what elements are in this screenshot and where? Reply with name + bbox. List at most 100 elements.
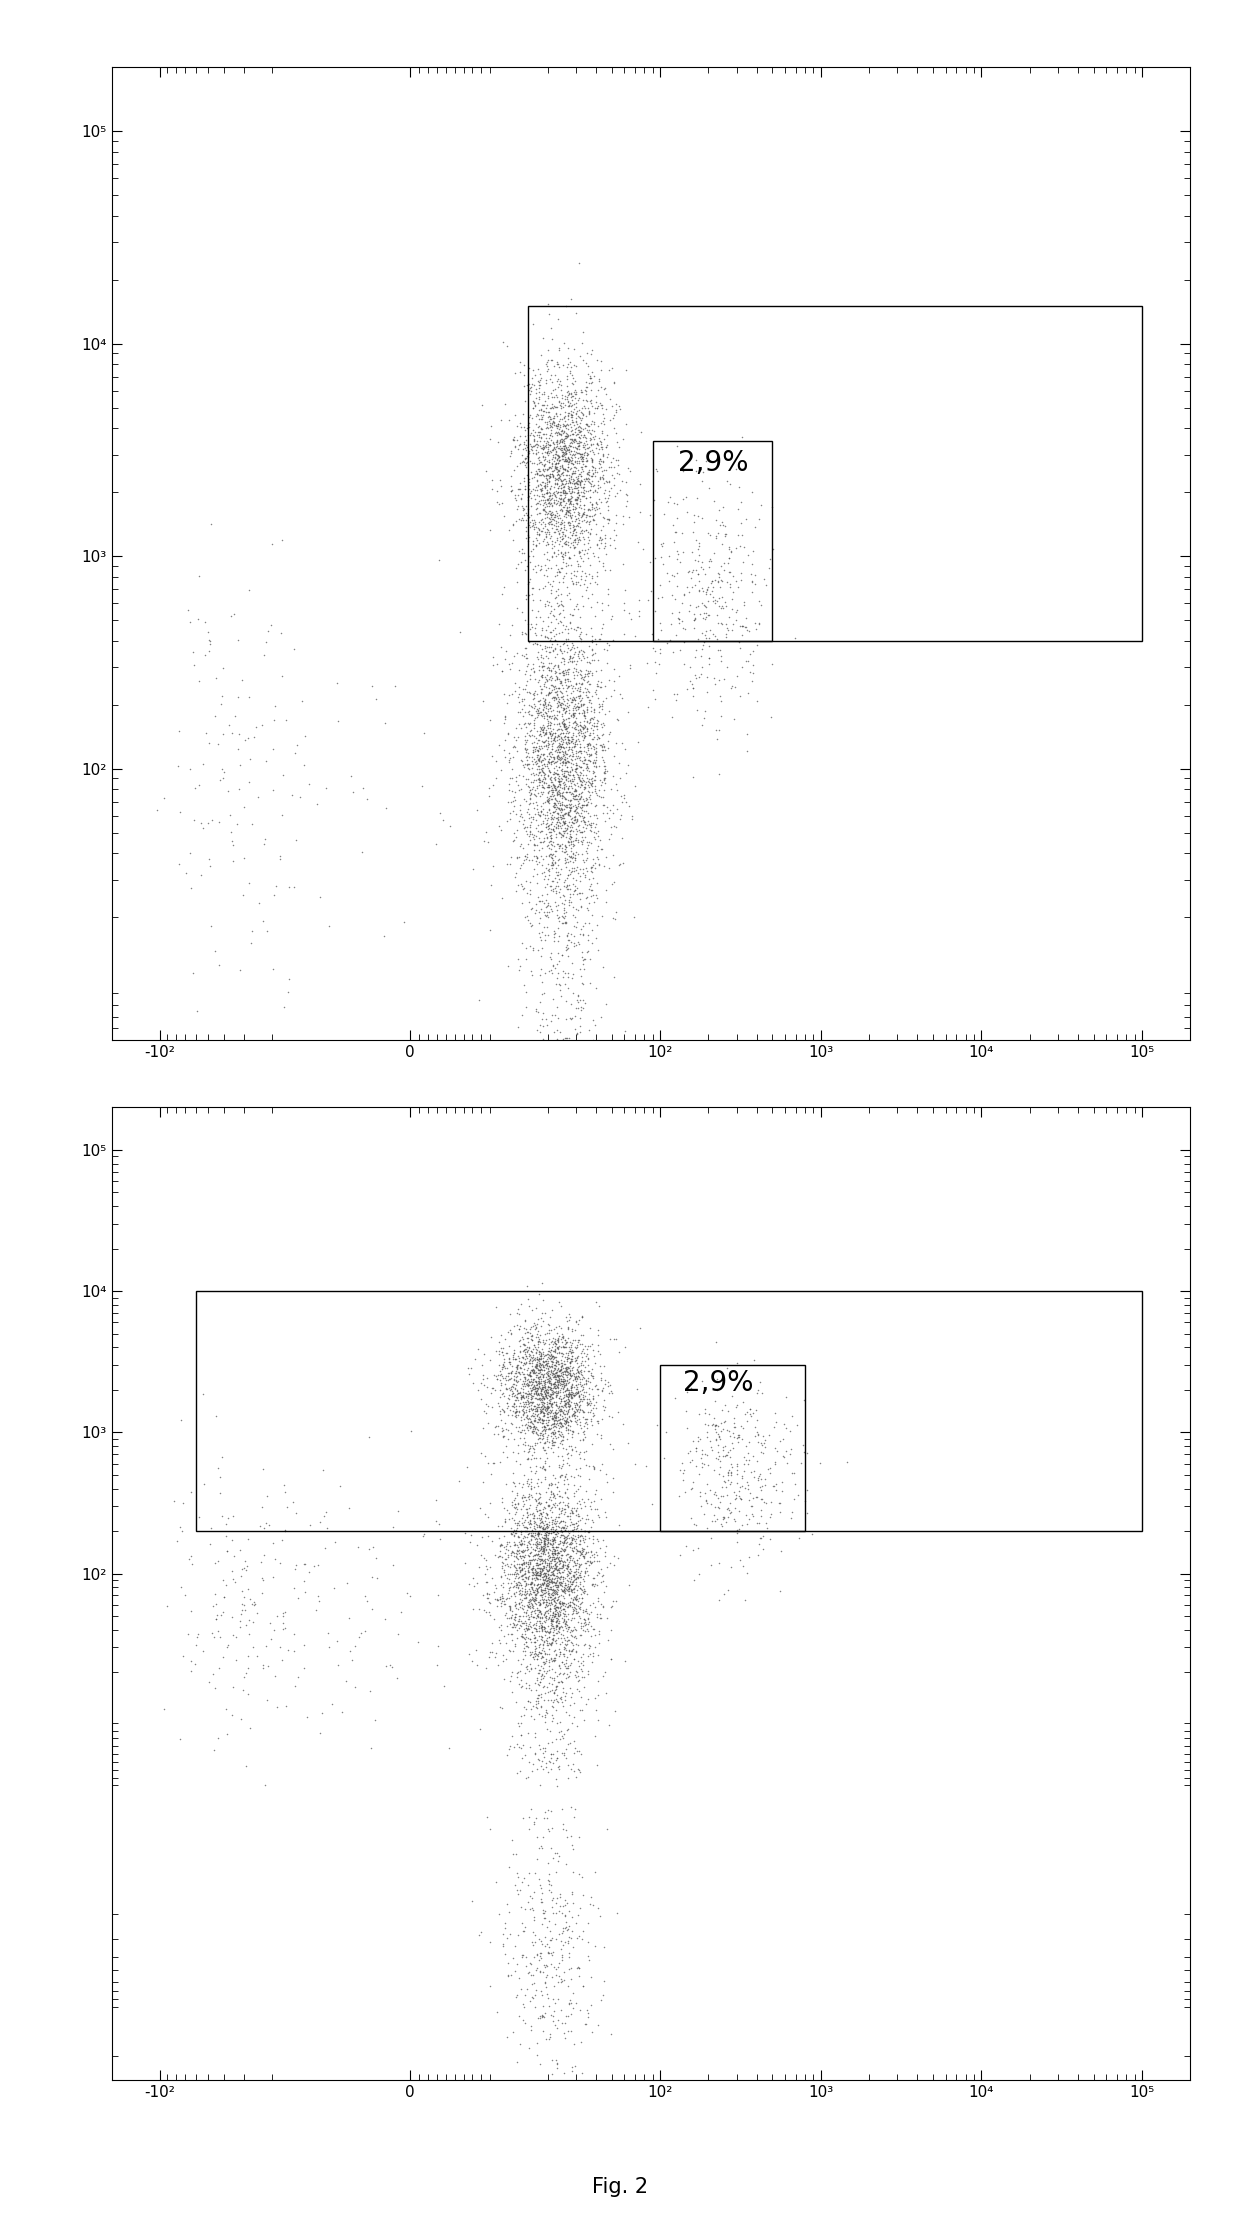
Point: [734, 588, 754, 624]
Point: [541, 805, 560, 841]
Point: [531, 1371, 551, 1407]
Point: [531, 1514, 551, 1550]
Point: [534, 1526, 554, 1561]
Point: [583, 456, 603, 492]
Point: [734, 1438, 754, 1474]
Point: [533, 1398, 553, 1434]
Point: [501, 459, 521, 494]
Point: [538, 1673, 558, 1709]
Point: [534, 1369, 554, 1405]
Point: [543, 1617, 563, 1653]
Point: [559, 1687, 579, 1722]
Point: [516, 430, 536, 465]
Point: [538, 1537, 558, 1573]
Point: [559, 1365, 579, 1400]
Point: [508, 1414, 528, 1450]
Point: [587, 711, 606, 747]
Point: [532, 1698, 552, 1734]
Point: [526, 1367, 546, 1403]
Point: [563, 1989, 583, 2024]
Point: [575, 561, 595, 597]
Point: [538, 1398, 558, 1434]
Point: [528, 427, 548, 463]
Point: [563, 1886, 583, 1922]
Point: [725, 1389, 745, 1425]
Point: [527, 1378, 547, 1414]
Point: [542, 1351, 562, 1387]
Point: [531, 1423, 551, 1459]
Point: [558, 1405, 578, 1441]
Point: [552, 723, 572, 758]
Point: [556, 1523, 575, 1559]
Point: [242, 913, 262, 948]
Point: [564, 998, 584, 1033]
Point: [582, 588, 601, 624]
Point: [213, 716, 233, 752]
Point: [500, 1591, 520, 1626]
Point: [528, 1508, 548, 1544]
Point: [593, 689, 613, 725]
Point: [537, 805, 557, 841]
Point: [574, 1557, 594, 1593]
Point: [575, 843, 595, 879]
Point: [554, 1045, 574, 1080]
Point: [541, 1394, 560, 1429]
Point: [520, 808, 539, 843]
Point: [563, 1521, 583, 1557]
Point: [548, 738, 568, 774]
Point: [548, 445, 568, 481]
Point: [604, 365, 624, 400]
Point: [692, 707, 712, 743]
Point: [532, 1546, 552, 1582]
Point: [552, 438, 572, 474]
Point: [536, 716, 556, 752]
Point: [286, 1497, 306, 1532]
Point: [534, 1519, 554, 1555]
Point: [542, 1599, 562, 1635]
Point: [242, 805, 262, 841]
Point: [518, 1559, 538, 1595]
Point: [516, 1394, 536, 1429]
Point: [526, 376, 546, 412]
Point: [570, 470, 590, 506]
Point: [532, 1546, 552, 1582]
Point: [575, 1488, 595, 1523]
Point: [534, 1644, 554, 1680]
Point: [546, 1546, 565, 1582]
Point: [238, 1637, 258, 1673]
Point: [553, 687, 573, 723]
Point: [559, 376, 579, 412]
Point: [546, 1400, 565, 1436]
Point: [611, 796, 631, 832]
Point: [536, 1555, 556, 1591]
Point: [565, 1045, 585, 1080]
Point: [553, 1365, 573, 1400]
Point: [527, 454, 547, 490]
Point: [557, 1550, 577, 1586]
Point: [595, 754, 615, 790]
Point: [528, 1365, 548, 1400]
Point: [532, 412, 552, 447]
Point: [541, 658, 560, 693]
Point: [536, 805, 556, 841]
Point: [560, 1342, 580, 1378]
Point: [516, 863, 536, 899]
Point: [575, 409, 595, 445]
Point: [520, 1490, 539, 1526]
Point: [553, 1360, 573, 1396]
Point: [544, 1407, 564, 1443]
Point: [582, 432, 601, 468]
Point: [546, 1593, 565, 1629]
Point: [549, 814, 569, 850]
Point: [557, 1436, 577, 1472]
Point: [549, 1394, 569, 1429]
Point: [580, 434, 600, 470]
Point: [511, 1517, 531, 1552]
Point: [309, 1582, 329, 1617]
Point: [573, 1382, 593, 1418]
Point: [539, 1631, 559, 1667]
Point: [537, 1564, 557, 1599]
Point: [516, 503, 536, 539]
Point: [564, 512, 584, 548]
Point: [563, 805, 583, 841]
